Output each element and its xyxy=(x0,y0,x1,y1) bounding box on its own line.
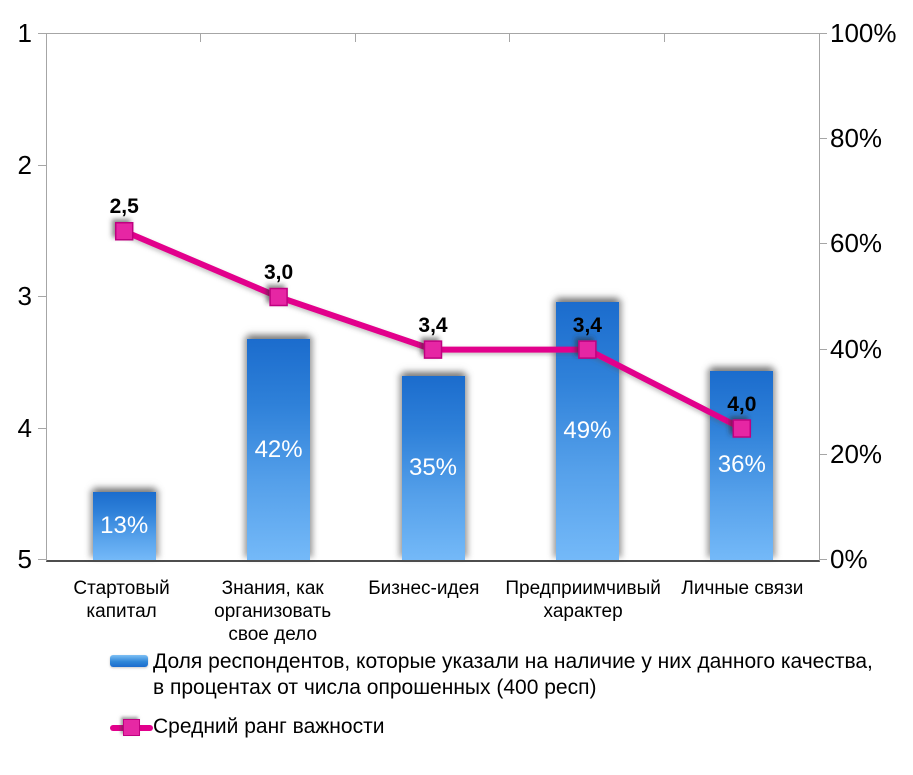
right-axis-tick-label: 40% xyxy=(830,333,883,364)
x-axis-label-4: Личные связи xyxy=(681,578,804,599)
left-axis-tick xyxy=(38,559,46,560)
right-axis-tick xyxy=(819,348,827,350)
left-axis-tick-label: 1 xyxy=(17,18,32,48)
right-axis-tick-label: 60% xyxy=(830,228,883,259)
left-axis-tick xyxy=(38,427,46,429)
bar-0: 13% xyxy=(92,491,156,560)
line-value-label: 4,0 xyxy=(727,392,757,416)
plot-area: 13% 42% 35% 49% 36% 2,5 3,0 3,4 3,4 4,0 xyxy=(46,33,820,562)
right-axis-tick xyxy=(819,559,827,560)
right-axis-tick xyxy=(819,138,827,140)
legend-item-line-series: Средний ранг важности xyxy=(110,714,878,740)
legend-line-series-label: Средний ранг важности xyxy=(153,715,385,738)
right-axis-tick xyxy=(819,243,827,245)
legend: Доля респондентов, которые указали на на… xyxy=(110,649,878,740)
line-marker-3 xyxy=(578,340,597,359)
top-axis-tick xyxy=(509,34,511,42)
right-axis-tick xyxy=(819,453,827,455)
right-axis-tick-label: 0% xyxy=(830,544,868,574)
line-value-label: 3,4 xyxy=(572,313,602,337)
line-marker-0 xyxy=(114,222,134,241)
line-series-layer xyxy=(114,222,752,438)
bar-value-label: 42% xyxy=(254,435,303,463)
line-marker-1 xyxy=(269,287,288,307)
left-axis-tick-label: 4 xyxy=(17,412,32,443)
left-axis-tick-label: 3 xyxy=(17,281,32,311)
bar-1: 42% xyxy=(247,339,311,560)
x-axis-category-labels: Стартовый капитал Знания, как организоват… xyxy=(46,577,818,646)
left-axis-tick xyxy=(38,296,46,297)
top-axis-tick xyxy=(354,34,356,42)
line-value-label: 2,5 xyxy=(109,195,139,219)
bar-series-swatch-icon xyxy=(110,655,148,667)
left-axis-tick xyxy=(38,164,46,166)
line-series-swatch-icon xyxy=(110,714,153,740)
bar-4: 36% xyxy=(710,370,774,560)
right-axis-tick-label: 100% xyxy=(830,18,897,48)
line-value-label: 3,0 xyxy=(263,261,294,284)
bar-2: 35% xyxy=(401,375,465,560)
x-axis-label-0: Стартовый капитал xyxy=(73,578,170,622)
bar-value-label: 13% xyxy=(100,511,149,539)
legend-bar-series-label: Доля респондентов, которые указали на на… xyxy=(153,650,873,699)
left-axis-tick-label: 5 xyxy=(17,544,32,574)
right-axis-tick-label: 80% xyxy=(830,123,883,154)
line-marker-4 xyxy=(732,419,752,438)
legend-bar-swatch-col xyxy=(110,649,153,667)
left-axis-tick-label: 2 xyxy=(17,149,32,180)
top-axis-tick xyxy=(200,34,202,42)
bar-value-label: 36% xyxy=(717,451,766,479)
bar-3: 49% xyxy=(555,302,619,560)
bar-value-label: 35% xyxy=(408,453,458,481)
right-axis-tick xyxy=(819,33,827,34)
line-value-label: 3,4 xyxy=(418,313,448,337)
x-axis-label-2: Бизнес-идея xyxy=(368,578,480,599)
line-marker-2 xyxy=(423,340,443,359)
line-swatch-marker xyxy=(123,719,140,736)
x-axis-label-3: Предприимчивый характер xyxy=(505,578,661,622)
top-axis-tick xyxy=(663,34,665,42)
legend-line-swatch-col xyxy=(110,714,153,740)
x-axis-label-1: Знания, как организовать свое дело xyxy=(214,578,332,645)
right-axis-tick-label: 20% xyxy=(830,438,883,469)
left-axis-tick xyxy=(38,33,46,34)
bar-value-label: 49% xyxy=(563,417,612,445)
legend-item-bar-series: Доля респондентов, которые указали на на… xyxy=(110,649,878,701)
